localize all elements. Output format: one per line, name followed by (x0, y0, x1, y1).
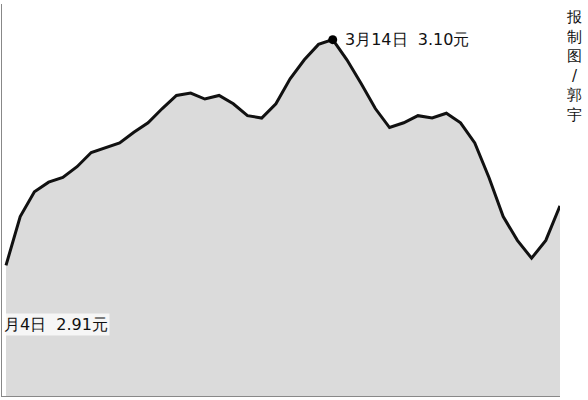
svg-text:3月14日 3.10元: 3月14日 3.10元 (345, 30, 469, 49)
svg-text:月4日 2.91元: 月4日 2.91元 (4, 315, 108, 334)
svg-text:报制图/郭宇: 报制图/郭宇 (566, 8, 582, 124)
